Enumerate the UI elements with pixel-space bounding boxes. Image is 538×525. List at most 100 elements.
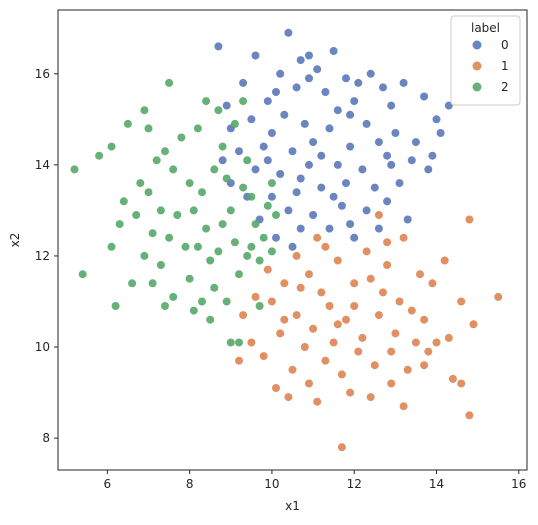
- point-series-1: [387, 347, 396, 356]
- point-series-0: [379, 83, 387, 92]
- point-series-0: [325, 224, 334, 233]
- point-series-2: [247, 192, 256, 201]
- point-series-1: [358, 333, 367, 342]
- point-series-1: [465, 411, 474, 420]
- point-series-2: [140, 106, 149, 115]
- point-series-1: [383, 238, 392, 247]
- point-series-1: [440, 256, 449, 265]
- legend-title: label: [471, 21, 500, 35]
- point-series-0: [305, 74, 313, 83]
- point-series-0: [284, 206, 293, 215]
- legend-items: 0 1 2: [472, 38, 509, 94]
- point-series-0: [272, 233, 280, 242]
- point-series-2: [255, 256, 264, 265]
- point-series-2: [202, 224, 211, 233]
- point-series-0: [284, 28, 293, 37]
- point-series-2: [177, 133, 186, 142]
- point-series-2: [140, 251, 149, 260]
- point-series-1: [374, 211, 383, 219]
- point-series-2: [136, 179, 145, 188]
- point-series-2: [243, 156, 252, 165]
- point-series-2: [259, 233, 268, 242]
- point-series-2: [156, 206, 165, 215]
- point-series-2: [148, 229, 157, 238]
- point-series-1: [403, 365, 412, 374]
- x-tick-label: 12: [347, 477, 362, 491]
- point-series-0: [395, 179, 404, 188]
- point-series-0: [333, 106, 342, 115]
- point-series-0: [391, 129, 400, 137]
- point-series-1: [342, 315, 350, 324]
- point-series-0: [309, 138, 318, 147]
- y-tick-label: 14: [35, 158, 50, 172]
- point-series-2: [193, 242, 202, 251]
- legend-label-0: 0: [501, 38, 509, 52]
- point-series-1: [465, 215, 474, 224]
- point-series-2: [189, 306, 198, 315]
- point-series-2: [218, 142, 227, 151]
- point-series-2: [263, 201, 272, 210]
- point-series-0: [436, 129, 445, 137]
- point-series-2: [202, 97, 211, 106]
- point-series-2: [185, 179, 194, 188]
- y-tick-label: 16: [35, 67, 50, 81]
- point-series-2: [210, 165, 219, 174]
- point-series-2: [230, 119, 239, 128]
- legend-box: [450, 15, 521, 106]
- y-tick-label: 8: [42, 431, 50, 445]
- point-series-2: [70, 165, 79, 174]
- point-series-0: [300, 119, 309, 128]
- point-series-2: [165, 233, 174, 242]
- point-series-1: [354, 347, 363, 356]
- point-series-2: [255, 302, 264, 310]
- point-series-2: [78, 270, 87, 279]
- point-series-1: [366, 274, 375, 283]
- legend-marker-1: [472, 61, 482, 71]
- point-series-1: [457, 379, 466, 388]
- point-series-1: [337, 443, 346, 452]
- x-axis-label: x1: [285, 499, 300, 513]
- point-series-0: [387, 160, 396, 169]
- point-series-2: [128, 279, 137, 288]
- point-series-2: [206, 256, 215, 265]
- point-series-0: [317, 183, 326, 192]
- y-tick-label: 10: [35, 340, 50, 354]
- point-series-0: [305, 160, 313, 169]
- point-series-0: [263, 97, 272, 106]
- plot-area: [58, 10, 527, 470]
- point-series-2: [181, 242, 190, 251]
- point-series-1: [284, 393, 293, 402]
- x-tick-label: 10: [264, 477, 279, 491]
- point-series-0: [337, 201, 346, 210]
- point-series-0: [296, 56, 305, 65]
- point-series-1: [350, 302, 359, 310]
- point-series-2: [235, 338, 243, 347]
- point-series-2: [235, 270, 243, 279]
- point-series-0: [292, 188, 301, 197]
- point-series-0: [374, 224, 383, 233]
- point-series-2: [144, 188, 153, 197]
- point-series-2: [222, 297, 231, 306]
- point-series-1: [321, 242, 330, 251]
- point-series-0: [251, 51, 260, 60]
- point-series-1: [469, 320, 478, 329]
- point-series-2: [222, 174, 231, 183]
- point-series-1: [325, 302, 334, 310]
- point-series-0: [366, 69, 375, 78]
- y-tick-label: 12: [35, 249, 50, 263]
- point-series-1: [276, 329, 285, 338]
- point-series-2: [218, 220, 227, 229]
- point-series-0: [313, 65, 322, 74]
- point-series-0: [350, 97, 359, 106]
- point-series-2: [247, 242, 256, 251]
- point-series-2: [165, 78, 174, 87]
- point-series-0: [420, 92, 429, 101]
- legend-marker-2: [472, 82, 482, 92]
- point-series-2: [169, 292, 178, 301]
- point-series-2: [206, 315, 215, 324]
- point-series-2: [144, 124, 153, 133]
- point-series-0: [329, 192, 338, 201]
- point-series-1: [292, 251, 301, 260]
- point-series-1: [333, 256, 342, 265]
- point-series-0: [362, 206, 371, 215]
